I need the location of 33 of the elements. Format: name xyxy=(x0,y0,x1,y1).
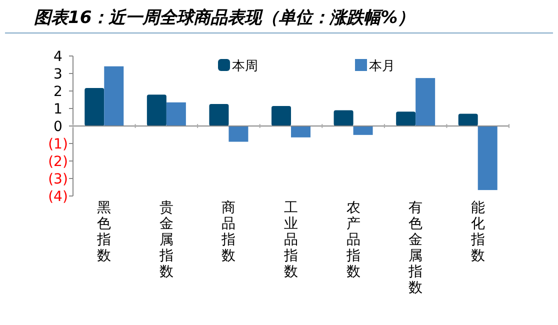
y-tick-label: 1 xyxy=(54,102,62,118)
bar xyxy=(104,66,124,126)
x-tick-label: 贵金属指数 xyxy=(158,200,174,280)
bar xyxy=(209,104,229,126)
bar xyxy=(84,88,104,126)
y-tick-label: (1) xyxy=(48,136,68,152)
y-tick-label: 0 xyxy=(54,119,62,135)
legend-label: 本周 xyxy=(232,59,258,74)
bar xyxy=(416,78,436,126)
y-tick-label: (4) xyxy=(48,189,68,205)
bar xyxy=(272,106,291,126)
bar xyxy=(353,126,373,135)
bar xyxy=(334,110,354,126)
x-tick-label: 黑色指数 xyxy=(96,200,112,264)
y-tick-label: (2) xyxy=(48,154,68,170)
chart-title: 图表16：近一周全球商品表现（单位：涨跌幅%） xyxy=(34,8,415,28)
x-tick-label: 有色金属指数 xyxy=(408,200,423,296)
x-tick-label: 农产品指数 xyxy=(345,200,360,280)
x-tick-label: 工业品指数 xyxy=(283,200,298,280)
bar xyxy=(291,126,310,138)
x-tick-label: 能化指数 xyxy=(470,200,485,264)
bar xyxy=(396,112,416,126)
legend-label: 本月 xyxy=(369,59,395,74)
bar xyxy=(478,126,498,190)
y-tick-label: 3 xyxy=(54,66,62,82)
y-tick-label: 4 xyxy=(54,49,63,65)
bar xyxy=(146,94,166,126)
x-tick-label: 商品指数 xyxy=(220,200,236,264)
bar xyxy=(458,114,478,126)
bar xyxy=(166,102,186,126)
y-tick-label: (3) xyxy=(48,172,68,188)
y-tick-label: 2 xyxy=(54,84,62,100)
bar xyxy=(228,126,248,142)
